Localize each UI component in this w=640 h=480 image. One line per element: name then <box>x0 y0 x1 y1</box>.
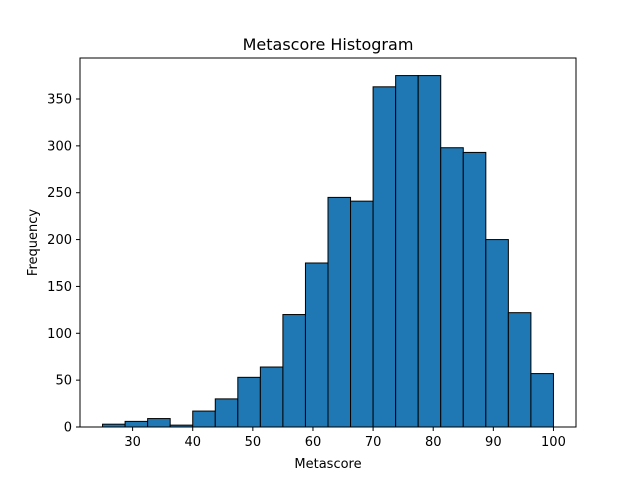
y-axis-ticks: 0 50 100 150 200 250 300 350 <box>47 93 80 436</box>
histogram-bar <box>192 410 216 428</box>
histogram-bar <box>507 312 532 428</box>
y-tick-label: 350 <box>47 93 72 108</box>
y-tick-label: 300 <box>47 139 72 154</box>
x-axis-ticks: 30 40 50 60 70 80 90 100 <box>124 427 566 450</box>
histogram-bar <box>124 420 149 428</box>
x-tick-label: 70 <box>365 435 382 450</box>
x-axis-label: Metascore <box>294 457 361 472</box>
x-tick-label: 80 <box>425 435 442 450</box>
histogram-bar <box>485 239 509 428</box>
histogram-bar <box>304 262 329 428</box>
x-tick-label: 50 <box>245 435 262 450</box>
y-tick-label: 100 <box>47 327 72 342</box>
x-tick-label: 40 <box>184 435 201 450</box>
bars-group <box>102 75 554 428</box>
histogram-bar <box>417 75 442 428</box>
x-tick-label: 90 <box>485 435 502 450</box>
histogram-bar <box>237 376 261 428</box>
histogram-bar <box>214 398 239 428</box>
y-tick-label: 0 <box>64 421 72 436</box>
histogram-bar <box>395 75 419 428</box>
y-tick-label: 250 <box>47 186 72 201</box>
histogram-bar <box>327 196 352 428</box>
x-tick-label: 60 <box>305 435 322 450</box>
histogram-bar <box>440 147 464 428</box>
histogram-bar <box>350 200 374 428</box>
x-tick-label: 30 <box>124 435 141 450</box>
histogram-bar <box>372 86 397 428</box>
histogram-bar <box>530 373 554 428</box>
histogram-bar <box>147 418 171 428</box>
y-tick-label: 200 <box>47 233 72 248</box>
histogram-bar <box>462 151 487 428</box>
chart-title: Metascore Histogram <box>243 35 414 54</box>
y-axis-label: Frequency <box>26 209 41 276</box>
plot-frame <box>79 57 577 428</box>
histogram-bar <box>259 366 284 428</box>
histogram-bar <box>282 314 306 428</box>
y-tick-label: 50 <box>55 374 72 389</box>
y-tick-label: 150 <box>47 280 72 295</box>
x-tick-label: 100 <box>541 435 566 450</box>
